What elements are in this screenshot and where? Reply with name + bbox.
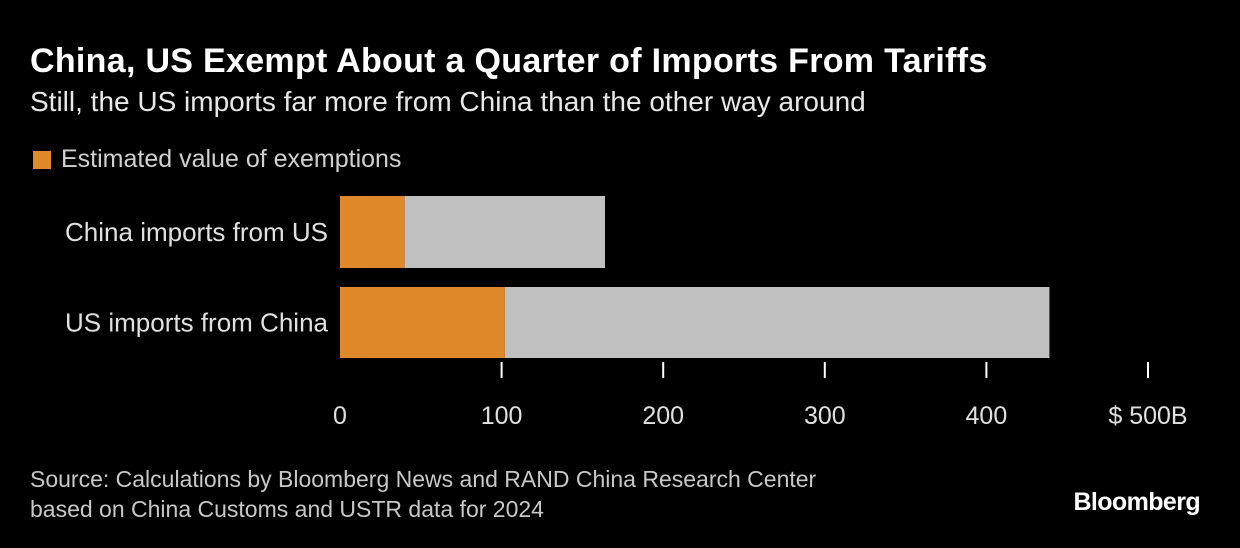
x-tick-label: 200 — [642, 402, 684, 430]
source-line-2: based on China Customs and USTR data for… — [30, 496, 544, 522]
chart-subtitle: Still, the US imports far more from Chin… — [30, 86, 866, 117]
legend: Estimated value of exemptions — [33, 145, 401, 174]
x-tick-label: 100 — [481, 402, 523, 430]
x-tick-label: $ 500B — [1108, 402, 1187, 430]
bloomberg-logo: Bloomberg — [1073, 488, 1200, 516]
chart-title: China, US Exempt About a Quarter of Impo… — [30, 42, 988, 80]
legend-label-exemptions: Estimated value of exemptions — [61, 145, 402, 173]
x-tick-label: 0 — [333, 402, 347, 430]
source-line-1: Source: Calculations by Bloomberg News a… — [30, 466, 817, 492]
bar-segment-exemptions — [340, 287, 505, 358]
category-label: China imports from US — [65, 217, 328, 247]
bar-segment-exemptions — [340, 196, 405, 268]
x-tick-label: 400 — [966, 402, 1008, 430]
legend-swatch-exemptions — [33, 150, 51, 169]
bar-segment-other — [504, 287, 1050, 358]
bar-segment-other — [404, 196, 606, 268]
source-note: Source: Calculations by Bloomberg News a… — [30, 464, 816, 524]
x-tick-label: 300 — [804, 402, 846, 430]
category-label: US imports from China — [65, 308, 328, 338]
